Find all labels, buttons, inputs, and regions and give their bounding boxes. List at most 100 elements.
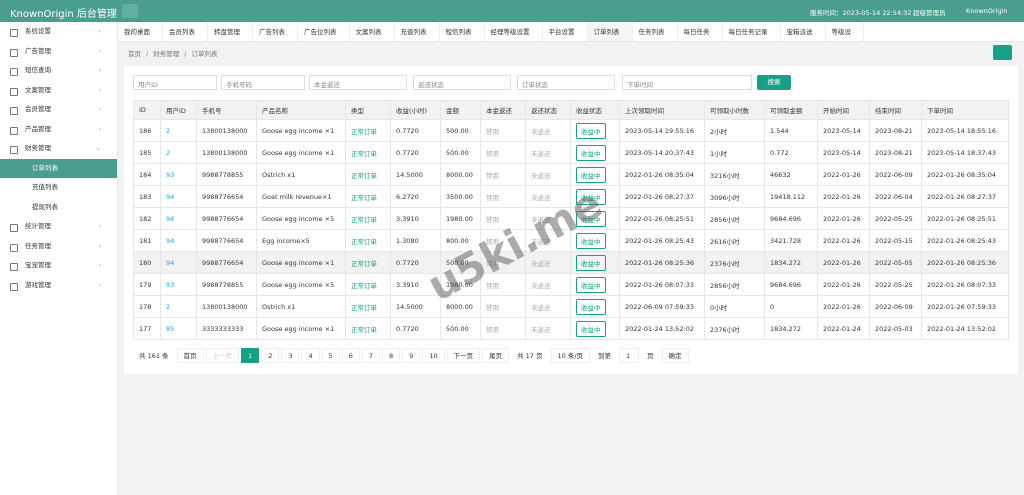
page-number[interactable]: 7 (361, 348, 381, 363)
menu-item[interactable]: 宝宠管理 ‹ (0, 256, 117, 276)
table-cell: 2022-01-26 08:35:04 (619, 163, 705, 186)
table-cell: 正常订单 (345, 229, 391, 252)
menu-item[interactable]: 产品管理 ‹ (0, 120, 117, 140)
page-number[interactable]: 4 (301, 348, 320, 363)
next-page[interactable]: 下一页 (446, 348, 481, 363)
tab[interactable]: 平台设置 (543, 22, 588, 41)
page-number[interactable]: 8 (382, 348, 401, 363)
table-cell: 0小时 (704, 295, 765, 318)
goto-confirm[interactable]: 确定 (661, 348, 689, 363)
tab[interactable]: 会员列表 (163, 22, 208, 41)
table-cell: 2023-05-14 (817, 119, 870, 142)
prev-page[interactable]: 上一页 (205, 348, 240, 363)
table-cell: 未返还 (525, 317, 571, 340)
breadcrumb-item[interactable]: 财务管理 (153, 50, 180, 58)
table-cell: 未返还 (525, 251, 571, 274)
page-number[interactable]: 5 (321, 348, 340, 363)
status-button[interactable]: 收益中 (576, 122, 606, 139)
table-row: 186 2 13800138000 Goose egg income ×1 正常订单 0.… (133, 119, 1009, 142)
first-page[interactable]: 首页 (176, 348, 204, 363)
status-button[interactable]: 收益中 (576, 232, 606, 249)
table-cell: Goat milk revenue×1 (256, 185, 346, 208)
tab[interactable]: 订单列表 (587, 22, 633, 41)
page-number[interactable]: 1 (241, 348, 260, 363)
menu-item[interactable]: 财务管理 ⌄ (0, 139, 117, 159)
tab[interactable]: 充值列表 (395, 22, 440, 41)
tab[interactable]: 广告列表 (253, 22, 298, 41)
tab[interactable]: 任务列表 (633, 22, 678, 41)
page-number[interactable]: 10 (422, 348, 445, 363)
status-button[interactable]: 收益中 (576, 298, 606, 315)
submenu-item[interactable]: 订单列表 (0, 158, 117, 178)
table-cell: 禁用 (480, 295, 526, 318)
tab[interactable]: 等级设 (826, 22, 864, 41)
menu-toggle[interactable] (122, 4, 138, 18)
select[interactable]: 订单状态 (517, 75, 615, 90)
tab[interactable]: 每日任务记录 (723, 22, 781, 41)
submenu-item[interactable]: 提现列表 (32, 202, 58, 211)
status-button[interactable]: 收益中 (576, 188, 606, 205)
tab[interactable]: 宝箱派送 (781, 22, 826, 41)
menu-item[interactable]: 任务管理 ‹ (0, 237, 117, 257)
menu-item[interactable]: 文案管理 ‹ (0, 81, 117, 101)
page-number[interactable]: 9 (402, 348, 421, 363)
table-cell: 185 (133, 141, 161, 164)
tab[interactable]: 文案列表 (350, 22, 395, 41)
table-cell: 正常订单 (345, 119, 391, 142)
submenu-item[interactable]: 充值列表 (32, 183, 58, 191)
menu-item[interactable]: 游戏管理 ‹ (0, 276, 117, 296)
table-cell: 2022-01-26 08:25:51 (921, 207, 1009, 230)
status-button[interactable]: 收益中 (576, 276, 606, 293)
table-cell: 2022-01-26 08:25:36 (619, 251, 705, 274)
page-size-select[interactable]: 10 条/页 (550, 348, 591, 363)
goto-input[interactable]: 1 (619, 348, 640, 363)
menu-arrow: ‹ (98, 46, 101, 55)
text-input[interactable]: 用户ID (133, 75, 217, 90)
tab[interactable]: 广告位列表 (298, 22, 350, 41)
refresh-button[interactable] (993, 45, 1012, 60)
tab[interactable]: 经理等级设置 (485, 22, 543, 41)
menu-arrow: ‹ (98, 222, 101, 230)
table-row: 182 94 9988776654 Goose egg income ×5 正常订单 3.… (133, 207, 1009, 230)
menu-item[interactable]: 广告管理 ‹ (0, 42, 117, 62)
table-cell: 0.7720 (390, 119, 441, 142)
tab[interactable]: 我的桌面 (118, 22, 163, 41)
table-cell: 2022-01-26 08:27:37 (619, 185, 705, 208)
status-button[interactable]: 收益中 (576, 254, 606, 271)
table-cell: 正常订单 (345, 163, 391, 186)
column-header: 下单时间 (921, 100, 1009, 120)
user-menu[interactable]: KnownOrigin (966, 7, 1008, 15)
status-button[interactable]: 收益中 (576, 166, 606, 183)
tab[interactable]: 转盘管理 (208, 22, 253, 41)
table-cell: 禁用 (480, 119, 526, 142)
table-cell: 2022-01-26 (817, 251, 870, 274)
page-number[interactable]: 3 (281, 348, 300, 363)
last-page[interactable]: 尾页 (482, 348, 510, 363)
page-number[interactable]: 2 (261, 348, 280, 363)
table-cell: Goose egg income ×5 (256, 273, 346, 296)
table-cell: 2022-06-09 (869, 295, 922, 318)
menu-item[interactable]: 会员管理 ‹ (0, 100, 117, 120)
select[interactable]: 本金返还 (309, 75, 407, 90)
table-cell: 2022-05-25 (869, 273, 922, 296)
column-header: 上次领取时间 (619, 100, 705, 120)
search-button[interactable]: 搜索 (757, 75, 791, 90)
breadcrumb-item[interactable]: 首页 (128, 50, 141, 58)
select[interactable]: 返还状态 (413, 75, 511, 90)
tab[interactable]: 每日任务 (678, 22, 723, 41)
status-button[interactable]: 收益中 (576, 320, 606, 337)
date-input[interactable]: 下单时间 (622, 75, 752, 90)
column-header: 产品名称 (256, 100, 346, 120)
table-cell: 2023-05-14 18:55:16 (921, 119, 1009, 142)
text-input[interactable]: 手机号码 (221, 75, 305, 90)
role-menu[interactable]: 超级管理员 (913, 9, 946, 17)
menu-item[interactable]: 短信查询 ‹ (0, 61, 117, 81)
tab[interactable]: 短信列表 (440, 22, 485, 41)
page-number[interactable]: 6 (341, 348, 360, 363)
menu-item[interactable]: 统计管理 ‹ (0, 217, 117, 237)
status-button[interactable]: 收益中 (576, 144, 606, 161)
table-cell: 正常订单 (345, 207, 391, 230)
table-cell: 1.3080 (390, 229, 441, 252)
menu-item[interactable]: 系统设置 ‹ (0, 22, 117, 42)
status-button[interactable]: 收益中 (576, 210, 606, 227)
